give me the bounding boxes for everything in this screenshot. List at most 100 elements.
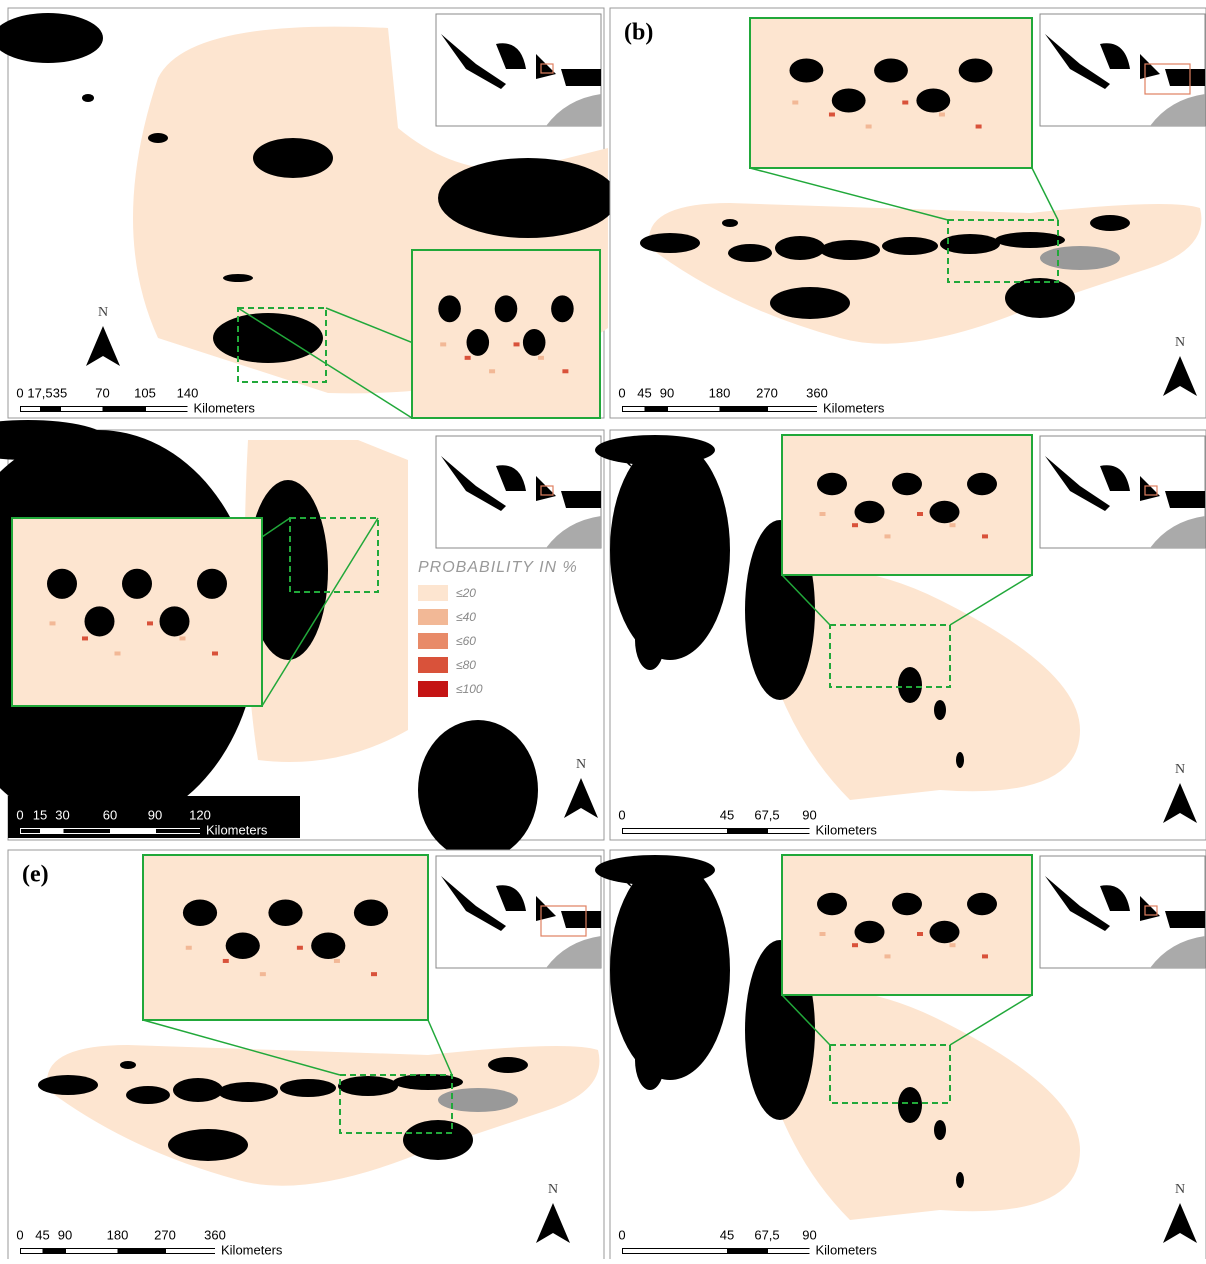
- land: [640, 233, 700, 253]
- zoom-land: [855, 501, 885, 523]
- land: [403, 1120, 473, 1160]
- land: [338, 1076, 398, 1096]
- scale-label: 0: [16, 385, 23, 400]
- scale-label: 105: [134, 385, 156, 400]
- zoom-land: [817, 473, 847, 495]
- north-label: N: [1175, 762, 1185, 777]
- scale-label: 0: [618, 1227, 625, 1242]
- zoom-hotspot: [982, 954, 988, 958]
- scale-bar-segment: [623, 407, 645, 411]
- zoom-land: [855, 921, 885, 943]
- panel-label: (f): [624, 862, 648, 888]
- zoom-hotspot: [147, 621, 153, 625]
- land: [168, 1129, 248, 1161]
- land: [148, 133, 168, 143]
- legend-swatch: [418, 657, 448, 673]
- land: [418, 720, 538, 860]
- zoom-land: [551, 295, 574, 322]
- zoom-hotspot: [514, 342, 520, 346]
- zoom-inset: [782, 855, 1032, 995]
- land: [956, 752, 964, 768]
- land-grey: [438, 1088, 518, 1112]
- land: [126, 1086, 170, 1104]
- zoom-land: [47, 569, 77, 599]
- land: [956, 1172, 964, 1188]
- scale-bar-segment: [21, 1249, 43, 1253]
- zoom-hotspot: [334, 959, 340, 963]
- zoom-inset: [12, 518, 262, 706]
- zoom-land: [495, 295, 518, 322]
- scale-bar-segment: [623, 829, 727, 833]
- scale-bar-segment: [623, 1249, 727, 1253]
- land: [898, 667, 922, 703]
- zoom-hotspot: [260, 972, 266, 976]
- zoom-hotspot: [885, 954, 891, 958]
- zoom-land: [892, 473, 922, 495]
- land: [38, 1075, 98, 1095]
- land: [898, 1087, 922, 1123]
- scale-label: 270: [154, 1227, 176, 1242]
- land-grey: [1040, 246, 1120, 270]
- scale-bar-segment: [21, 407, 40, 411]
- land: [223, 274, 253, 282]
- scale-label: 0: [618, 385, 625, 400]
- scale-bar-segment: [768, 829, 810, 833]
- land: [595, 435, 715, 465]
- scale-bar-segment: [64, 829, 111, 833]
- zoom-inset: [143, 855, 428, 1020]
- zoom-land: [354, 900, 388, 926]
- zoom-inset: [412, 250, 600, 418]
- scale-label: 60: [103, 807, 117, 822]
- scale-unit: Kilometers: [194, 400, 256, 415]
- zoom-land: [930, 921, 960, 943]
- land: [280, 1079, 336, 1097]
- zoom-hotspot: [917, 512, 923, 516]
- scale-label: 45: [720, 1227, 734, 1242]
- north-label: N: [548, 1182, 558, 1197]
- land: [218, 1082, 278, 1102]
- north-label: N: [576, 757, 586, 772]
- north-label: N: [1175, 335, 1185, 350]
- scale-unit: Kilometers: [816, 1242, 878, 1257]
- zoom-hotspot: [792, 101, 798, 105]
- zoom-land: [183, 900, 217, 926]
- panel-label: (b): [624, 20, 653, 46]
- scale-bar-segment: [768, 1249, 810, 1253]
- scale-label: 45: [637, 385, 651, 400]
- scale-label: 180: [709, 385, 731, 400]
- zoom-hotspot: [465, 356, 471, 360]
- zoom-hotspot: [180, 636, 186, 640]
- legend-label: ≤60: [456, 634, 476, 648]
- land: [82, 94, 94, 102]
- land: [722, 219, 738, 227]
- scale-bar-segment: [21, 829, 40, 833]
- zoom-hotspot: [297, 946, 303, 950]
- zoom-hotspot: [223, 959, 229, 963]
- zoom-land: [892, 893, 922, 915]
- scale-label: 0: [618, 807, 625, 822]
- zoom-hotspot: [885, 534, 891, 538]
- land: [934, 700, 946, 720]
- zoom-land: [226, 933, 260, 959]
- zoom-hotspot: [115, 651, 121, 655]
- zoom-land: [959, 59, 993, 83]
- panel-label: (e): [22, 862, 49, 888]
- zoom-hotspot: [902, 101, 908, 105]
- land: [595, 855, 715, 885]
- zoom-land: [467, 329, 490, 356]
- scale-label: 90: [802, 807, 816, 822]
- zoom-land: [197, 569, 227, 599]
- scale-unit: Kilometers: [823, 400, 885, 415]
- zoom-land: [311, 933, 345, 959]
- legend-label: ≤100: [456, 682, 483, 696]
- zoom-land: [438, 295, 461, 322]
- scale-label: 45: [35, 1227, 49, 1242]
- zoom-land: [789, 59, 823, 83]
- panel-label: (a): [22, 20, 50, 46]
- zoom-land: [930, 501, 960, 523]
- legend-swatch: [418, 681, 448, 697]
- scale-bar-segment: [668, 407, 720, 411]
